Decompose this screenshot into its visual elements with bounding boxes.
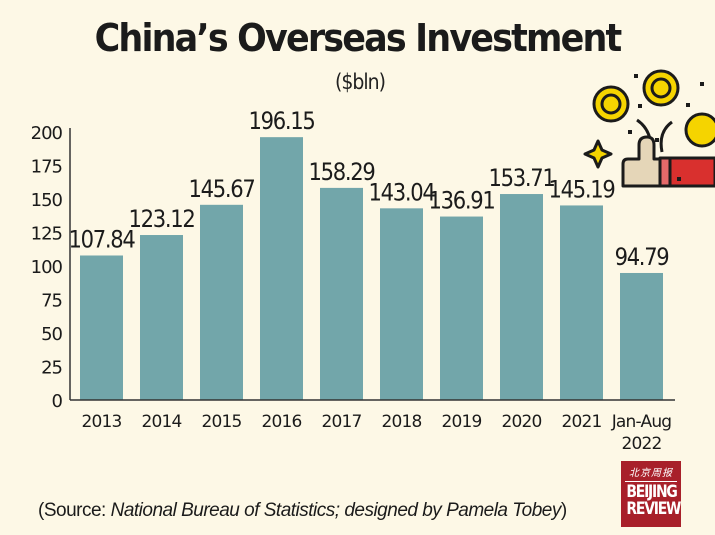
- data-label: 145.19: [549, 176, 615, 204]
- bar: [140, 235, 183, 400]
- bar: [560, 205, 603, 400]
- y-tick-label: 100: [31, 257, 63, 278]
- x-tick-label: 2018: [381, 412, 421, 432]
- x-tick-label: 2013: [81, 412, 121, 432]
- chart-title: China’s Overseas Investment: [94, 16, 623, 60]
- data-label: 153.71: [489, 165, 555, 193]
- x-tick-label: 2014: [141, 412, 181, 432]
- source-note: (Source: National Bureau of Statistics; …: [38, 500, 567, 522]
- y-axis-ticks: 0 25 50 75 100 125 150 175 200: [31, 123, 64, 412]
- data-label: 158.29: [309, 159, 375, 187]
- y-tick-label: 200: [31, 123, 63, 144]
- x-tick-label: 2015: [201, 412, 241, 432]
- data-label: 123.12: [129, 206, 195, 234]
- y-tick-label: 50: [41, 324, 62, 345]
- y-tick-label: 175: [31, 157, 62, 178]
- data-label: 94.79: [615, 244, 669, 272]
- x-tick-label: 2022: [621, 434, 661, 454]
- bar: [500, 194, 543, 400]
- y-tick-label: 25: [41, 358, 62, 379]
- bar: [620, 272, 663, 400]
- y-tick-label: 125: [31, 224, 62, 245]
- x-axis-labels: 2013 2014 2015 2016 2017 2018 2019 2020 2021 Jan-…: [81, 412, 672, 454]
- data-label: 145.67: [189, 176, 255, 204]
- x-tick-label: 2016: [261, 412, 301, 432]
- bar: [440, 216, 483, 400]
- bar: [200, 204, 243, 400]
- data-label: 107.84: [69, 226, 136, 254]
- source-credit: National Bureau of Statistics; designed …: [110, 500, 562, 521]
- logo-chinese: 北京周报: [629, 468, 673, 479]
- y-tick-label: 75: [41, 291, 62, 312]
- source-prefix: (Source:: [38, 500, 111, 521]
- bar: [80, 255, 123, 400]
- source-suffix: ): [560, 500, 567, 521]
- x-tick-label: Jan-Aug: [611, 412, 672, 432]
- data-label: 143.04: [369, 179, 436, 207]
- bar: [260, 137, 303, 400]
- x-tick-label: 2021: [561, 412, 601, 432]
- bars: [80, 137, 663, 400]
- x-tick-label: 2017: [321, 412, 361, 432]
- bar: [380, 208, 423, 400]
- logo-line2: REVIEW: [626, 499, 681, 519]
- y-tick-label: 150: [31, 190, 63, 211]
- x-tick-label: 2020: [501, 412, 541, 432]
- beijing-review-logo: 北京周报 BEIJING REVIEW: [621, 461, 681, 527]
- data-label: 196.15: [249, 108, 315, 136]
- y-tick-label: 0: [52, 391, 63, 412]
- logo-line1: BEIJING: [626, 482, 677, 502]
- logo-divider: [625, 481, 677, 482]
- bar: [320, 187, 363, 400]
- x-tick-label: 2019: [441, 412, 481, 432]
- thumbs-up-coins-icon: [583, 69, 715, 188]
- chart-unit: ($bln): [335, 70, 386, 94]
- data-label: 136.91: [429, 187, 495, 215]
